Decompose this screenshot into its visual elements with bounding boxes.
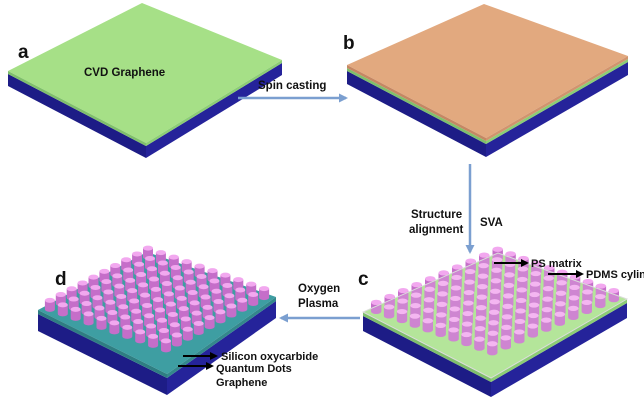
quantum-dot: [148, 333, 159, 348]
pdms-cylinder: [396, 308, 408, 324]
panel-c-substrate-left-face: [363, 316, 491, 397]
quantum-dot: [193, 320, 204, 335]
panel-d-substrate-left-face: [38, 314, 167, 395]
panel-c-letter: c: [358, 269, 369, 290]
panel-b-letter: b: [343, 33, 355, 54]
panel-c-substrate-right-face: [491, 303, 627, 397]
panel-d-slab: [38, 245, 276, 395]
panel-d-quantum-dots: [44, 245, 270, 353]
pdms-cylinder: [527, 323, 538, 338]
quantum-dot: [44, 297, 55, 312]
quantum-dot: [122, 324, 133, 339]
pdms-cylinder: [422, 318, 433, 333]
pdms-cylinder: [409, 313, 421, 328]
panel-c-slab: [361, 246, 629, 397]
quantum-dot: [161, 338, 171, 353]
panel-b-graphene-edge-right: [486, 59, 628, 144]
panel-c-graphene-edge-right: [491, 299, 627, 382]
panel-c-graphene-edge-left: [363, 312, 491, 382]
pdms-cylinder: [435, 322, 446, 337]
pdms-cylinder: [474, 336, 485, 351]
quantum-dot: [182, 326, 193, 341]
panel-a-substrate-right-face: [146, 63, 282, 158]
label-silicon-oxycarbide: Silicon oxycarbide: [221, 351, 318, 363]
quantum-dot: [237, 297, 248, 312]
panel-c-ps-matrix-overlay: [361, 252, 629, 379]
panel-a-graphene-edge-right: [146, 60, 282, 146]
quantum-dot: [215, 309, 226, 324]
quantum-dot: [171, 332, 182, 347]
arrow-a-to-b-label: Spin casting: [258, 80, 326, 92]
quantum-dot: [83, 311, 94, 326]
quantum-dot: [248, 291, 259, 306]
arrow-c-to-d-label-line1: Oxygen: [298, 283, 340, 295]
quantum-dot: [204, 315, 215, 330]
label-ps-matrix: PS matrix: [531, 258, 583, 270]
label-pdms-cylinder: PDMS cylinder: [586, 269, 644, 281]
label-graphene: Graphene: [216, 377, 267, 389]
panel-d-letter: d: [55, 269, 67, 290]
panel-a-substrate-left-face: [8, 74, 146, 158]
pdms-cylinder: [383, 304, 395, 319]
panel-b-slab: [347, 4, 628, 157]
quantum-dot: [109, 320, 120, 335]
quantum-dot: [57, 302, 68, 317]
panel-a-letter: a: [18, 42, 29, 63]
pdms-cylinder: [487, 341, 498, 356]
quantum-dot: [96, 315, 107, 330]
panel-b-polymer-edge-left: [347, 65, 486, 141]
pdms-cylinder: [581, 299, 592, 315]
pdms-cylinder: [595, 293, 606, 309]
panel-d-substrate-right-face: [167, 301, 276, 395]
arrow-b-to-c-label-right: SVA: [480, 217, 503, 229]
quantum-dot: [183, 269, 194, 284]
pdms-cylinder: [568, 305, 579, 320]
panel-b-substrate-right-face: [486, 62, 628, 157]
label-quantum-dots: Quantum Dots: [216, 363, 292, 375]
pdms-cylinder: [448, 327, 459, 342]
panel-b-graphene-edge-left: [347, 68, 486, 144]
quantum-dot: [70, 306, 81, 321]
panel-d-graphene-edge-left: [38, 310, 167, 378]
panel-a-graphene-layer: [8, 3, 282, 143]
pdms-cylinder: [461, 331, 472, 347]
pdms-cylinder: [554, 311, 565, 326]
arrow-c-to-d-label-line2: Plasma: [298, 298, 339, 310]
panel-a-graphene-label: CVD Graphene: [84, 67, 165, 79]
quantum-dot: [226, 303, 237, 318]
panel-d-graphene-edge-right: [167, 297, 276, 378]
panel-b-polymer-layer: [347, 4, 628, 138]
pdms-cylinder: [514, 329, 525, 344]
pdms-cylinder: [541, 317, 552, 332]
arrow-b-to-c-label-line2: alignment: [409, 224, 463, 236]
panel-a-slab: [8, 3, 282, 158]
quantum-dot: [135, 329, 146, 344]
arrow-b-to-c-label-line1: Structure: [411, 209, 462, 221]
panel-a-graphene-edge-left: [8, 71, 146, 146]
quantum-dot: [259, 286, 270, 301]
panel-b-substrate-left-face: [347, 71, 486, 157]
pdms-cylinder: [500, 335, 511, 350]
panel-b-polymer-edge-right: [486, 56, 628, 141]
